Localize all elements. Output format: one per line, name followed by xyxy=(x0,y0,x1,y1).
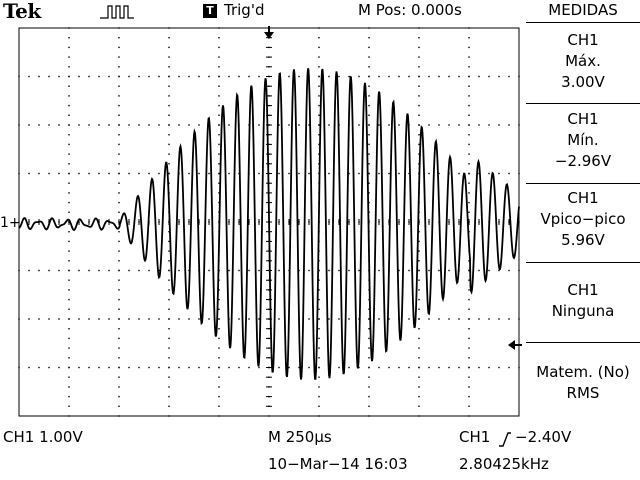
trigger-level: −2.40V xyxy=(515,428,572,446)
ch1-scale: CH1 1.00V xyxy=(3,428,83,446)
rising-edge-icon xyxy=(499,432,511,447)
measure-type: Vpico−pico xyxy=(540,210,626,228)
measure-type: Ninguna xyxy=(551,302,615,320)
menu-separator xyxy=(526,262,640,263)
menu-title: MEDIDAS xyxy=(548,1,618,19)
waveform-display[interactable] xyxy=(0,22,524,422)
datetime: 10−Mar−14 16:03 xyxy=(268,455,408,473)
trigger-position-arrow-icon xyxy=(264,26,274,39)
menu-separator xyxy=(526,342,640,343)
measure-slot-1[interactable]: CH1 Máx. 3.00V xyxy=(526,30,640,93)
timebase: M 250µs xyxy=(268,428,332,446)
measure-source: CH1 xyxy=(567,31,599,49)
measure-slot-3[interactable]: CH1 Vpico−pico 5.96V xyxy=(526,188,640,251)
math-label: Matem. (No) xyxy=(536,363,630,381)
menu-separator xyxy=(526,103,640,104)
pulse-icon xyxy=(100,5,134,19)
ch1-ground-marker: 1+ xyxy=(0,215,21,231)
measure-source: CH1 xyxy=(567,189,599,207)
measure-value: 3.00V xyxy=(561,73,605,91)
measure-source: CH1 xyxy=(567,110,599,128)
brand-logo: Tek xyxy=(3,0,41,23)
graticule-grid xyxy=(18,27,520,417)
menu-separator xyxy=(526,183,640,184)
main-position-readout: M Pos: 0.000s xyxy=(358,1,462,19)
measure-type: Máx. xyxy=(565,52,601,70)
frequency-readout: 2.80425kHz xyxy=(459,455,549,473)
trigger-source: CH1 xyxy=(459,428,491,446)
measure-slot-2[interactable]: CH1 Mín. −2.96V xyxy=(526,109,640,172)
trigger-level-arrow-icon xyxy=(508,340,522,350)
measure-value: −2.96V xyxy=(554,152,612,170)
ch1-trace xyxy=(18,68,520,380)
menu-separator xyxy=(526,22,640,23)
measure-value: 5.96V xyxy=(561,231,605,249)
measure-type: Mín. xyxy=(567,131,599,149)
math-value: RMS xyxy=(566,384,600,402)
math-slot[interactable]: Matem. (No) RMS xyxy=(526,362,640,404)
trigger-badge: T xyxy=(203,4,217,18)
measure-source: CH1 xyxy=(567,281,599,299)
measure-slot-4[interactable]: CH1 Ninguna xyxy=(526,280,640,322)
trigger-status: Trig'd xyxy=(224,1,265,19)
